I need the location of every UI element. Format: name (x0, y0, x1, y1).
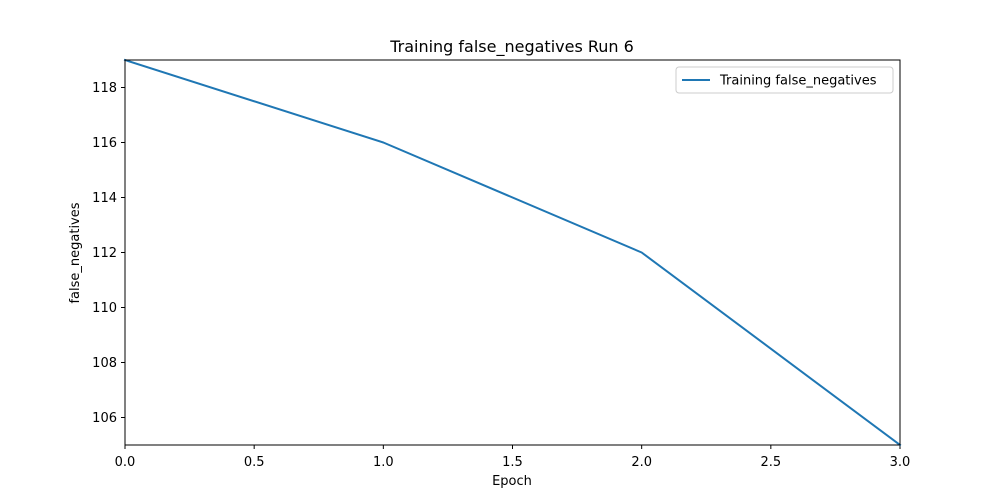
y-tick-label: 110 (92, 301, 117, 316)
x-tick-label: 0.5 (244, 455, 265, 470)
x-tick-label: 2.0 (631, 455, 652, 470)
x-tick-label: 0.0 (115, 455, 136, 470)
y-tick-label: 114 (92, 191, 117, 206)
y-tick-label: 108 (92, 356, 117, 371)
x-tick-label: 2.5 (760, 455, 781, 470)
legend-label: Training false_negatives (719, 74, 877, 89)
y-axis-label: false_negatives (68, 202, 83, 303)
x-tick-label: 1.5 (502, 455, 523, 470)
y-tick-label: 116 (92, 136, 117, 151)
y-tick-label: 106 (92, 411, 117, 426)
x-tick-label: 1.0 (373, 455, 394, 470)
x-axis-label: Epoch (492, 474, 532, 489)
x-tick-label: 3.0 (890, 455, 911, 470)
y-tick-label: 112 (92, 246, 117, 261)
y-tick-label: 118 (92, 81, 117, 96)
legend: Training false_negatives (676, 67, 893, 93)
chart-title: Training false_negatives Run 6 (389, 37, 634, 57)
